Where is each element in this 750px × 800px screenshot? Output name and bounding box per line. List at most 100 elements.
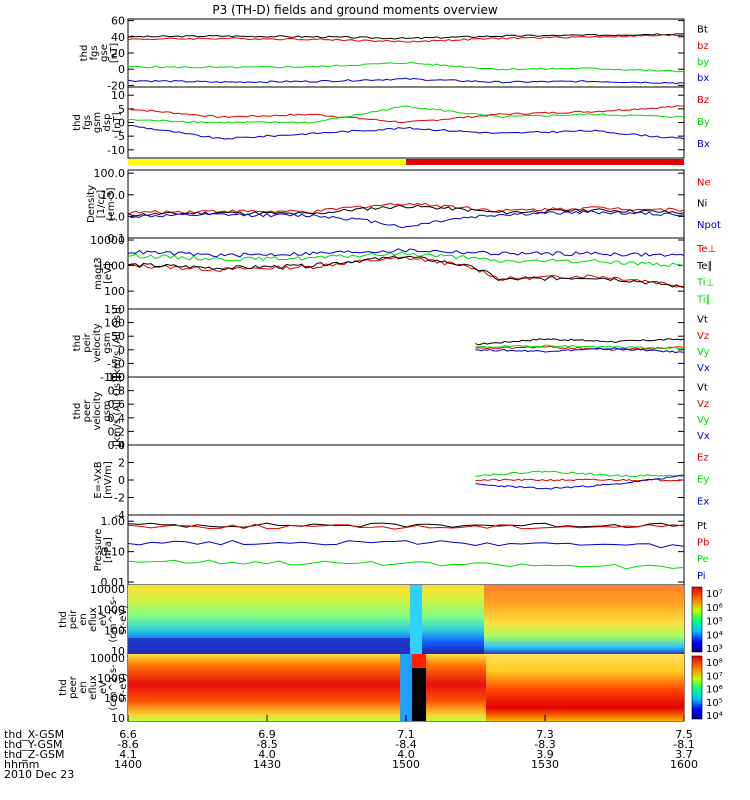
x-row-label: thd_X-GSM [4,728,64,741]
y-axis-label: peer [68,675,79,699]
panel-pressure: 1.00 0.10 0.01 Pressure [nPa] Pt Pb Pe Pi [93,514,709,589]
y-tick-label: 10000 [90,234,125,247]
y-axis-label: [mV/m] [103,461,114,499]
y-axis-label: [nPa] [103,537,114,563]
x-tick-label: 1430 [253,758,281,771]
legend-entry: Bt [697,25,708,36]
y-tick-label: 4 [118,439,125,452]
series-Pi [127,539,685,549]
series-Ti∥ [127,248,685,258]
colorbar [691,586,703,653]
y-axis-label: fgs [82,115,93,130]
y-tick-label: 40 [111,31,125,44]
y-tick-label: 20 [111,47,125,60]
series-Vz [475,345,685,351]
y-axis-label: gse [99,44,110,62]
x-tick-label: 3.9 [536,748,554,761]
y-axis-label: thd [58,611,69,628]
y-tick-label: 0 [118,474,125,487]
y-tick-label: 100 [104,624,125,637]
y-tick-label: 0.2 [108,425,126,438]
y-tick-label: 50 [111,330,125,343]
legend-entry: by [697,57,709,68]
x-tick-label: 6.9 [258,728,276,741]
y-tick-label: 10 [111,89,125,102]
legend-entry: Vz [697,331,709,342]
series-Ne [127,202,685,215]
y-tick-label: 100.0 [94,167,126,180]
y-tick-label: 60 [111,15,125,28]
legend-entry: Vx [697,363,710,374]
series-Vy [475,344,685,350]
legend-entry: Ez [697,453,709,464]
y-axis-label: peir [82,332,93,352]
y-axis-label: velocity [92,323,103,362]
y-axis-label: fgs [89,45,100,60]
y-tick-label: 10000 [90,583,125,596]
colorbar-label: 10⁴ [706,630,723,641]
y-axis-label: sr-eV) [118,673,129,702]
y-axis-label: [cm-3] [106,187,117,220]
legend-entry: Pb [697,538,709,549]
plot-title: P3 (TH-D) fields and ground moments over… [212,3,497,17]
y-axis-label: [1/cc] [96,190,107,219]
y-tick-label: -5 [114,130,125,143]
panel-frame [127,308,685,378]
y-axis-label: eV [98,613,109,626]
y-tick-label: 1000 [97,604,125,617]
y-tick-label: 0.6 [108,398,126,411]
legend-entry: Ni [697,199,707,210]
legend-entry: Vx [697,431,710,442]
y-tick-label: 10 [111,712,125,725]
legend-entry: Te⊥ [696,244,716,255]
colorbar-label: 10⁷ [706,671,723,682]
y-axis-label: thd [79,45,90,62]
y-axis-label: (cm^2-s- [108,596,119,643]
y-tick-label: -10 [107,144,125,157]
legend-entry: Bx [697,139,710,150]
y-axis-label: [nT] [109,43,120,63]
series-Ey [475,470,685,478]
x-tick-label: 4.1 [119,748,137,761]
y-axis-label: thd [72,114,83,131]
panel-peer_velocity: 1.00.80.60.40.20.0 thd peer velocity gsm [km/… [72,371,710,452]
y-axis-label: Density [86,185,97,223]
y-axis-label: peer [82,399,93,423]
y-tick-label: 10.0 [101,189,126,202]
legend-entry: Vy [697,347,710,358]
legend-entry: Ne [697,177,711,188]
y-tick-label: 10000 [90,652,125,665]
x-row-label: thd_Z-GSM [4,748,64,761]
y-axis-label: eflux [88,607,99,632]
series-Pb [127,523,685,530]
y-tick-label: 0.4 [108,412,126,425]
legend-entry: Pi [697,571,706,582]
series-Ex [475,475,685,490]
series-By [127,105,685,124]
colorbar-label: 10⁸ [706,658,723,669]
x-tick-label: 4.0 [397,748,415,761]
y-tick-label: 5 [118,103,125,116]
y-tick-label: -20 [107,79,125,92]
legend-entry: Te∥ [696,261,713,272]
y-axis-label: Pressure [93,529,104,572]
panel-frame [127,376,685,446]
legend-entry: Pe [697,554,709,565]
x-tick-label: 7.3 [536,728,554,741]
mode-bar-red [406,159,684,165]
x-tick-label: -8.4 [395,738,416,751]
x-row-label: hhmm [4,758,39,771]
x-tick-label: 1530 [531,758,559,771]
y-tick-label: 1.0 [108,371,126,384]
y-axis-label: [km/s (All Qs)] [112,375,123,447]
y-tick-label: 0.01 [101,576,126,589]
y-tick-label: 100 [104,285,125,298]
y-axis-label: en [78,613,89,626]
series-Vx [475,347,685,354]
y-axis-label: [eV] [103,263,114,284]
colorbar-label: 10⁵ [706,698,723,709]
